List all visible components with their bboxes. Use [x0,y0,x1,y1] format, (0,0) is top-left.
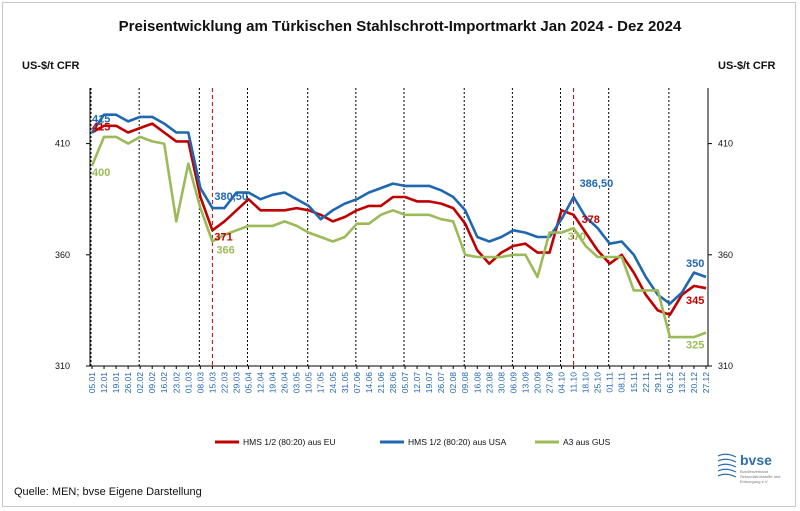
x-tick-label: 26.04 [280,372,290,394]
y-axis-label-left: US-$/t CFR [22,60,80,72]
x-tick-label: 16.02 [159,372,169,394]
data-label: 386,50 [580,178,614,190]
y-tick-label-left: 360 [55,250,70,260]
x-tick-label: 22.03 [219,372,229,394]
x-tick-label: 30.08 [496,372,506,394]
bvse-logo-icon [717,453,737,478]
x-tick-label: 10.05 [304,372,314,394]
x-tick-label: 23.08 [484,372,494,394]
x-tick-label: 08.11 [617,372,627,393]
data-label: 400 [92,167,110,179]
x-tick-label: 25.10 [593,372,603,394]
y-tick-label-right: 360 [718,250,733,260]
x-tick-label: 20.12 [689,372,699,394]
x-tick-label: 27.09 [544,372,554,394]
x-tick-label: 19.01 [111,372,121,394]
x-tick-label: 26.07 [436,372,446,394]
data-label: 415 [92,121,110,133]
x-tick-label: 07.06 [352,372,362,394]
x-tick-label: 02.02 [135,372,145,394]
x-tick-label: 26.01 [123,372,133,394]
y-axis-label-right: US-$/t CFR [718,60,776,72]
data-label: 378 [582,214,600,226]
x-tick-label: 09.02 [147,372,157,394]
x-tick-label: 19.04 [268,372,278,394]
legend-label-1: HMS 1/2 (80:20) aus EU [243,437,336,447]
bvse-logo-subtext: Bundesverband Sekundärrohstoffe und Ents… [740,469,781,484]
x-tick-label: 11.10 [569,372,579,393]
x-tick-label: 03.05 [292,372,302,394]
x-tick-label: 05.04 [244,372,254,394]
x-tick-label: 13.09 [520,372,530,394]
source-note: Quelle: MEN; bvse Eigene Darstellung [14,486,202,498]
x-tick-label: 29.03 [231,372,241,394]
x-tick-label: 28.06 [388,372,398,394]
x-tick-label: 17.05 [316,372,326,394]
x-tick-label: 29.11 [653,372,663,393]
legend-label-2: HMS 1/2 (80:20) aus USA [408,437,507,447]
x-tick-label: 02.08 [448,372,458,394]
x-tick-label: 23.02 [171,372,181,394]
series-line-3 [90,135,707,339]
legend-label-3: A3 aus GUS [563,437,611,447]
x-tick-label: 05.07 [400,372,410,394]
x-tick-label: 27.12 [701,372,711,394]
data-label: 350 [686,258,704,270]
x-tick-label: 06.09 [508,372,518,394]
data-label: 345 [686,295,704,307]
x-tick-label: 31.05 [340,372,350,394]
x-tick-label: 01.11 [605,372,615,393]
x-tick-label: 14.06 [364,372,374,394]
series-line-1 [91,122,707,317]
x-tick-label: 16.08 [472,372,482,394]
chart-title: Preisentwicklung am Türkischen Stahlschr… [118,18,682,35]
x-tick-label: 06.12 [665,372,675,394]
y-tick-label-right: 310 [718,361,733,371]
x-tick-label: 01.03 [183,372,193,394]
bvse-logo-text: bvse [740,452,772,468]
x-tick-label: 13.12 [677,372,687,394]
y-tick-label-right: 410 [718,139,733,149]
x-tick-label: 18.10 [581,372,591,394]
x-tick-label: 12.04 [256,372,266,394]
x-tick-label: 15.03 [207,372,217,394]
x-tick-label: 22.11 [641,372,651,393]
x-tick-label: 05.01 [87,372,97,394]
x-tick-label: 19.07 [424,372,434,394]
x-tick-label: 21.06 [376,372,386,394]
x-tick-label: 04.10 [557,372,567,394]
y-tick-label-left: 310 [55,361,70,371]
x-tick-label: 12.07 [412,372,422,394]
x-tick-label: 08.03 [195,372,205,394]
data-label: 415 [92,113,110,125]
data-label: 366 [216,244,234,256]
data-label: 380,50 [214,191,248,203]
x-tick-label: 15.11 [629,372,639,393]
data-label: 371 [214,231,232,243]
y-tick-label-left: 410 [55,139,70,149]
x-tick-label: 20.09 [532,372,542,394]
x-tick-label: 24.05 [328,372,338,394]
data-label: 370 [568,231,586,243]
x-tick-label: 12.01 [99,372,109,394]
data-label: 325 [686,340,704,352]
series-line-2 [90,113,707,306]
x-tick-label: 09.08 [460,372,470,394]
bvse-logo: bvse Bundesverband Sekundärrohstoffe und… [716,452,796,492]
